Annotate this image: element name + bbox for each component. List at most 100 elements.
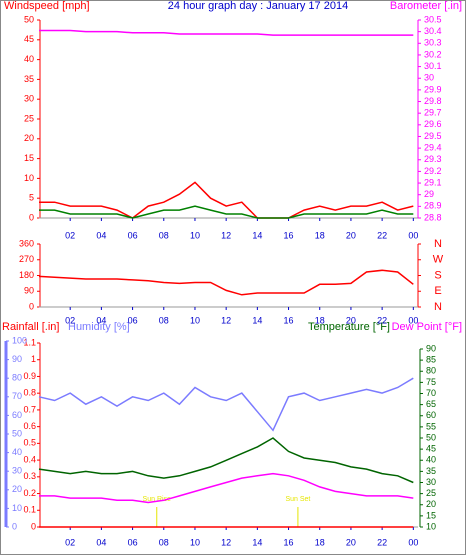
y-tick-label: 50 (426, 432, 436, 442)
y-tick-label: 1.1 (23, 337, 36, 347)
y-tick-label: 75 (426, 377, 436, 387)
y-tick-label: 25 (24, 113, 34, 123)
x-tick-label: 12 (221, 230, 231, 240)
y-tick-label: 35 (426, 466, 436, 476)
y-tick-label: 15 (24, 153, 34, 163)
y-tick-label: 30.5 (424, 14, 442, 24)
sun-label: Sun Set (285, 496, 310, 503)
y-tick-label: W (433, 254, 444, 266)
y-tick-label: 20 (24, 133, 34, 143)
y-tick-label: 29.1 (424, 177, 442, 187)
y-tick-label: 50 (24, 14, 34, 24)
barometer-axis-label: Barometer [.in] (390, 0, 462, 12)
y-tick-label: 15 (426, 510, 436, 520)
y-tick-label: 45 (24, 34, 34, 44)
y-tick-label: 60 (12, 410, 22, 420)
x-tick-label: 04 (96, 315, 106, 325)
x-tick-label: 22 (377, 315, 387, 325)
x-tick-label: 18 (315, 537, 325, 547)
y-tick-label: 0 (12, 521, 17, 531)
x-tick-label: 10 (190, 315, 200, 325)
y-tick-label: 50 (12, 428, 22, 438)
y-tick-label: 30 (12, 466, 22, 476)
temperature-label: Temperature [°F] (308, 321, 390, 333)
x-tick-label: 12 (221, 537, 231, 547)
y-tick-label: 10 (426, 521, 436, 531)
y-tick-label: N (434, 301, 442, 313)
y-tick-label: 40 (12, 447, 22, 457)
x-tick-label: 02 (65, 537, 75, 547)
x-tick-label: 20 (346, 230, 356, 240)
wind-axis-label: Windspeed [mph] (4, 0, 90, 12)
sun-label: Sun Rise (143, 496, 172, 503)
x-tick-label: 00 (408, 230, 418, 240)
y-tick-label: 29.8 (424, 96, 442, 106)
y-tick-label: 29 (424, 189, 434, 199)
y-tick-label: S (434, 269, 441, 281)
y-tick-label: 29.4 (424, 142, 442, 152)
x-tick-label: 20 (346, 315, 356, 325)
x-tick-label: 06 (128, 537, 138, 547)
rain-label: Rainfall [.in] (2, 321, 59, 333)
chart-title: 24 hour graph day : January 17 2014 (168, 0, 348, 12)
y-tick-label: 40 (426, 455, 436, 465)
y-tick-label: 30 (24, 94, 34, 104)
y-tick-label: 0.3 (23, 471, 36, 481)
y-tick-label: 0 (29, 212, 34, 222)
x-tick-label: 14 (252, 315, 262, 325)
y-tick-label: 28.8 (424, 212, 442, 222)
y-tick-label: 60 (426, 410, 436, 420)
y-tick-label: 55 (426, 421, 436, 431)
y-tick-label: 30.1 (424, 61, 442, 71)
y-tick-label: 29.5 (424, 131, 442, 141)
y-tick-label: 70 (426, 388, 436, 398)
x-tick-label: 08 (159, 230, 169, 240)
y-tick-label: 29.7 (424, 108, 442, 118)
y-tick-label: 0.5 (23, 438, 36, 448)
y-tick-label: 100 (12, 335, 27, 345)
x-tick-label: 16 (284, 315, 294, 325)
y-tick-label: 70 (12, 391, 22, 401)
y-tick-label: 85 (426, 355, 436, 365)
y-tick-label: 0.4 (23, 454, 36, 464)
x-tick-label: 06 (128, 230, 138, 240)
y-tick-label: 0.6 (23, 421, 36, 431)
y-tick-label: 40 (24, 54, 34, 64)
series-line (39, 205, 414, 219)
y-tick-label: 90 (426, 343, 436, 353)
series-line (39, 29, 414, 36)
x-tick-label: 10 (190, 230, 200, 240)
y-tick-label: 30.4 (424, 26, 442, 36)
y-tick-label: 5 (29, 193, 34, 203)
y-tick-label: 30 (424, 73, 434, 83)
y-tick-label: 10 (12, 503, 22, 513)
y-tick-label: 0 (31, 521, 36, 531)
x-tick-label: 02 (65, 315, 75, 325)
y-tick-label: 29.9 (424, 84, 442, 94)
humidity-label: Humidity [%] (68, 321, 130, 333)
y-tick-label: 30 (426, 477, 436, 487)
y-tick-label: 360 (19, 238, 34, 248)
x-tick-label: 08 (159, 537, 169, 547)
series-line (38, 377, 414, 432)
x-tick-label: 20 (346, 537, 356, 547)
x-tick-label: 02 (65, 230, 75, 240)
series-line (38, 269, 414, 296)
x-tick-label: 16 (284, 230, 294, 240)
x-tick-label: 04 (96, 537, 106, 547)
y-tick-label: 20 (426, 499, 436, 509)
x-tick-label: 14 (252, 230, 262, 240)
y-tick-label: 90 (24, 286, 34, 296)
x-tick-label: 04 (96, 230, 106, 240)
y-tick-label: 180 (19, 270, 34, 280)
x-tick-label: 18 (315, 230, 325, 240)
x-tick-label: 12 (221, 315, 231, 325)
y-tick-label: 30.2 (424, 49, 442, 59)
y-tick-label: 45 (426, 444, 436, 454)
x-tick-label: 22 (377, 537, 387, 547)
y-tick-label: 29.2 (424, 166, 442, 176)
x-tick-label: 08 (159, 315, 169, 325)
x-tick-label: 00 (408, 315, 418, 325)
